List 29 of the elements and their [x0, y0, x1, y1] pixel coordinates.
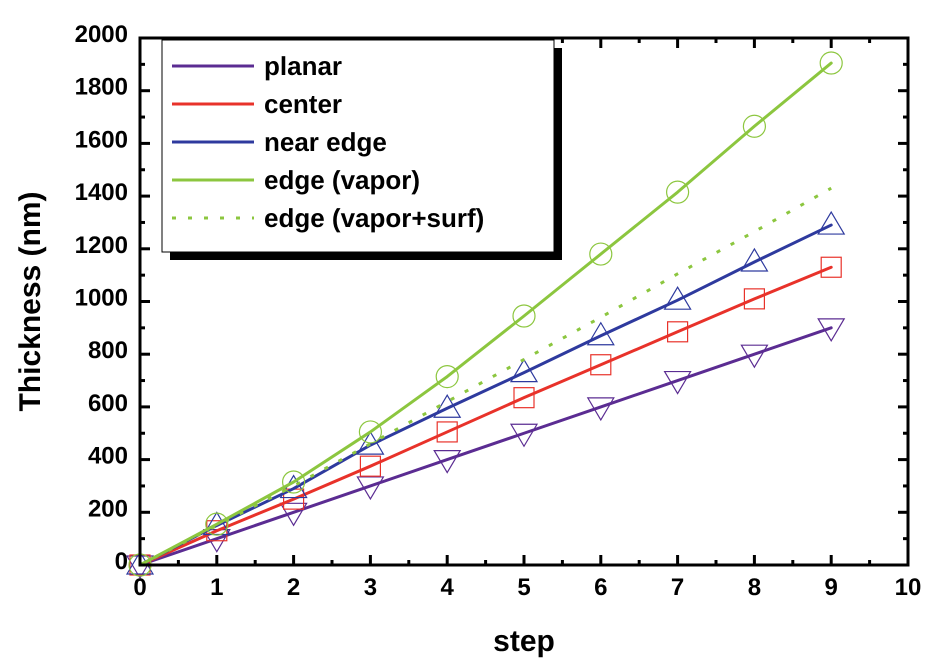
y-tick-label: 1400	[74, 179, 128, 206]
x-tick-label: 7	[670, 574, 684, 601]
x-tick-label: 8	[748, 574, 762, 601]
y-tick-label: 2000	[74, 21, 128, 48]
y-tick-label: 400	[88, 442, 128, 470]
x-tick-label: 4	[440, 574, 455, 601]
legend-label: center	[264, 89, 342, 119]
y-tick-label: 200	[88, 495, 128, 522]
y-tick-label: 1000	[74, 284, 128, 312]
x-tick-label: 10	[894, 574, 922, 601]
x-tick-label: 5	[517, 574, 531, 601]
y-axis-title: Thickness (nm)	[14, 191, 47, 412]
y-tick-label: 1800	[74, 74, 128, 101]
x-tick-label: 0	[133, 574, 147, 601]
x-tick-label: 2	[286, 574, 300, 601]
x-tick-label: 1	[210, 574, 224, 601]
legend-label: near edge	[264, 127, 387, 157]
legend-label: planar	[264, 51, 342, 81]
legend-label: edge (vapor)	[264, 165, 420, 195]
y-tick-label: 600	[88, 390, 128, 417]
y-tick-label: 1600	[74, 126, 128, 154]
y-tick-label: 800	[88, 337, 128, 364]
x-axis-title: step	[493, 625, 555, 658]
x-tick-label: 3	[364, 574, 378, 601]
y-tick-label: 0	[114, 548, 128, 575]
y-tick-label: 1200	[74, 232, 128, 259]
x-tick-label: 9	[824, 574, 838, 601]
x-tick-label: 6	[594, 574, 608, 601]
legend-label: edge (vapor+surf)	[264, 203, 484, 233]
